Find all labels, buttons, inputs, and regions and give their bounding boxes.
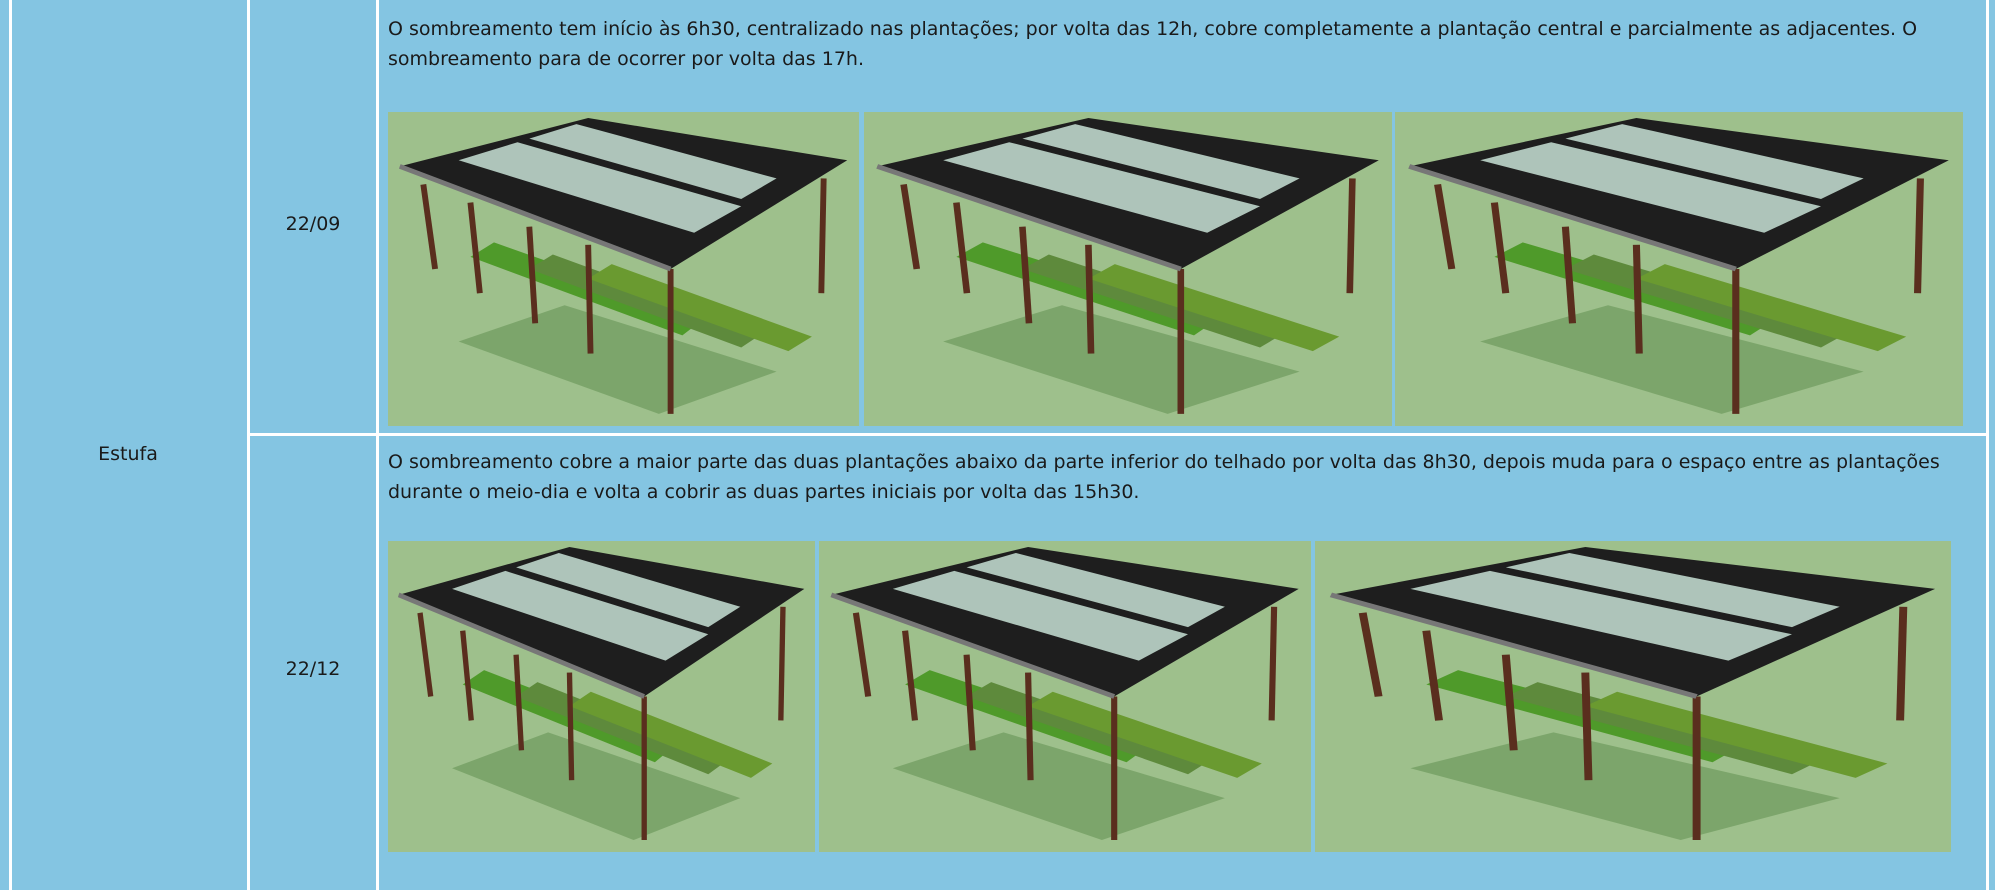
column-divider bbox=[376, 0, 379, 890]
group-label: Estufa bbox=[98, 443, 158, 465]
image bbox=[1315, 541, 1951, 852]
image bbox=[388, 541, 815, 852]
image bbox=[819, 541, 1311, 852]
date: 22/12 bbox=[285, 658, 341, 680]
description: O sombreamento tem início às 6h30, centr… bbox=[388, 18, 1918, 70]
border bbox=[9, 0, 12, 890]
date: 22/09 bbox=[285, 213, 341, 235]
row-divider bbox=[250, 433, 1986, 436]
image bbox=[388, 112, 859, 426]
image bbox=[1395, 112, 1963, 426]
border bbox=[1986, 0, 1989, 890]
column-divider bbox=[247, 0, 250, 890]
image bbox=[864, 112, 1392, 426]
description: O sombreamento cobre a maior parte das d… bbox=[388, 451, 1940, 503]
